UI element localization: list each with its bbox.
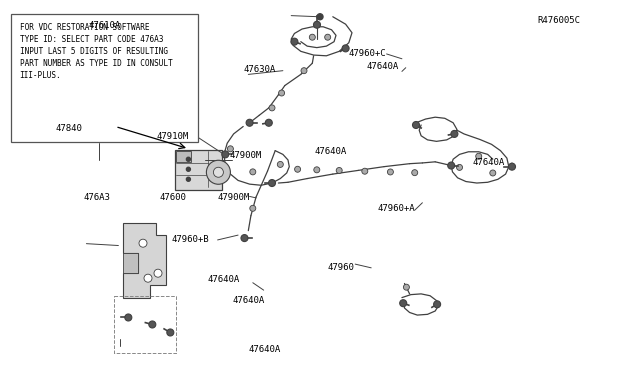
Circle shape [451, 131, 458, 137]
Circle shape [309, 34, 316, 40]
FancyBboxPatch shape [10, 14, 198, 142]
Circle shape [413, 122, 419, 128]
Circle shape [227, 146, 234, 152]
Circle shape [246, 119, 253, 126]
FancyBboxPatch shape [176, 151, 191, 162]
Circle shape [278, 90, 285, 96]
Text: 47640A: 47640A [208, 275, 240, 284]
Circle shape [291, 38, 298, 45]
Polygon shape [123, 253, 138, 273]
Polygon shape [123, 223, 166, 298]
Text: 47600: 47600 [160, 193, 187, 202]
Circle shape [125, 314, 132, 321]
Circle shape [206, 160, 230, 184]
Circle shape [269, 105, 275, 111]
FancyBboxPatch shape [175, 150, 223, 190]
Circle shape [139, 239, 147, 247]
Text: 47900M: 47900M [218, 193, 250, 202]
Circle shape [269, 180, 275, 186]
Text: 47960+C: 47960+C [349, 49, 387, 58]
Circle shape [336, 167, 342, 173]
Circle shape [509, 163, 515, 170]
Circle shape [317, 14, 323, 20]
Circle shape [314, 167, 320, 173]
Circle shape [167, 329, 174, 336]
Text: 47910M: 47910M [157, 132, 189, 141]
Circle shape [222, 151, 228, 158]
Text: 476A3: 476A3 [83, 193, 110, 202]
Text: 47640A: 47640A [472, 158, 504, 167]
Circle shape [456, 164, 463, 170]
Circle shape [213, 167, 223, 177]
Circle shape [301, 68, 307, 74]
Circle shape [314, 21, 321, 28]
Text: 47610A: 47610A [88, 21, 120, 30]
Circle shape [186, 177, 191, 181]
Text: 47960+B: 47960+B [172, 235, 209, 244]
Circle shape [412, 170, 418, 176]
Circle shape [342, 45, 349, 52]
Circle shape [387, 169, 394, 175]
Text: 47960+A: 47960+A [378, 204, 415, 213]
Circle shape [400, 300, 406, 307]
Circle shape [434, 301, 440, 308]
Circle shape [266, 119, 272, 126]
Circle shape [186, 157, 191, 161]
Text: 47640A: 47640A [248, 345, 280, 354]
Text: 47640A: 47640A [232, 296, 264, 305]
Circle shape [149, 321, 156, 328]
Circle shape [241, 235, 248, 241]
Circle shape [362, 168, 368, 174]
Circle shape [250, 169, 256, 175]
Circle shape [403, 284, 410, 290]
Circle shape [277, 161, 284, 167]
Text: 47900M: 47900M [229, 151, 261, 160]
Text: 47640A: 47640A [366, 62, 398, 71]
Circle shape [250, 205, 256, 211]
Circle shape [476, 153, 482, 159]
Circle shape [186, 167, 191, 171]
Text: 47640A: 47640A [315, 147, 347, 156]
Circle shape [324, 34, 331, 40]
Circle shape [448, 162, 454, 169]
Circle shape [294, 166, 301, 172]
Text: 47840: 47840 [56, 124, 83, 133]
Circle shape [154, 269, 162, 277]
Text: 47630A: 47630A [243, 65, 275, 74]
Circle shape [144, 274, 152, 282]
Text: R476005C: R476005C [538, 16, 580, 25]
Text: 47960: 47960 [328, 263, 355, 272]
Circle shape [490, 170, 496, 176]
Text: FOR VDC RESTORATION SOFTWARE
TYPE ID: SELECT PART CODE 476A3
INPUT LAST 5 DIGITS: FOR VDC RESTORATION SOFTWARE TYPE ID: SE… [20, 23, 172, 80]
